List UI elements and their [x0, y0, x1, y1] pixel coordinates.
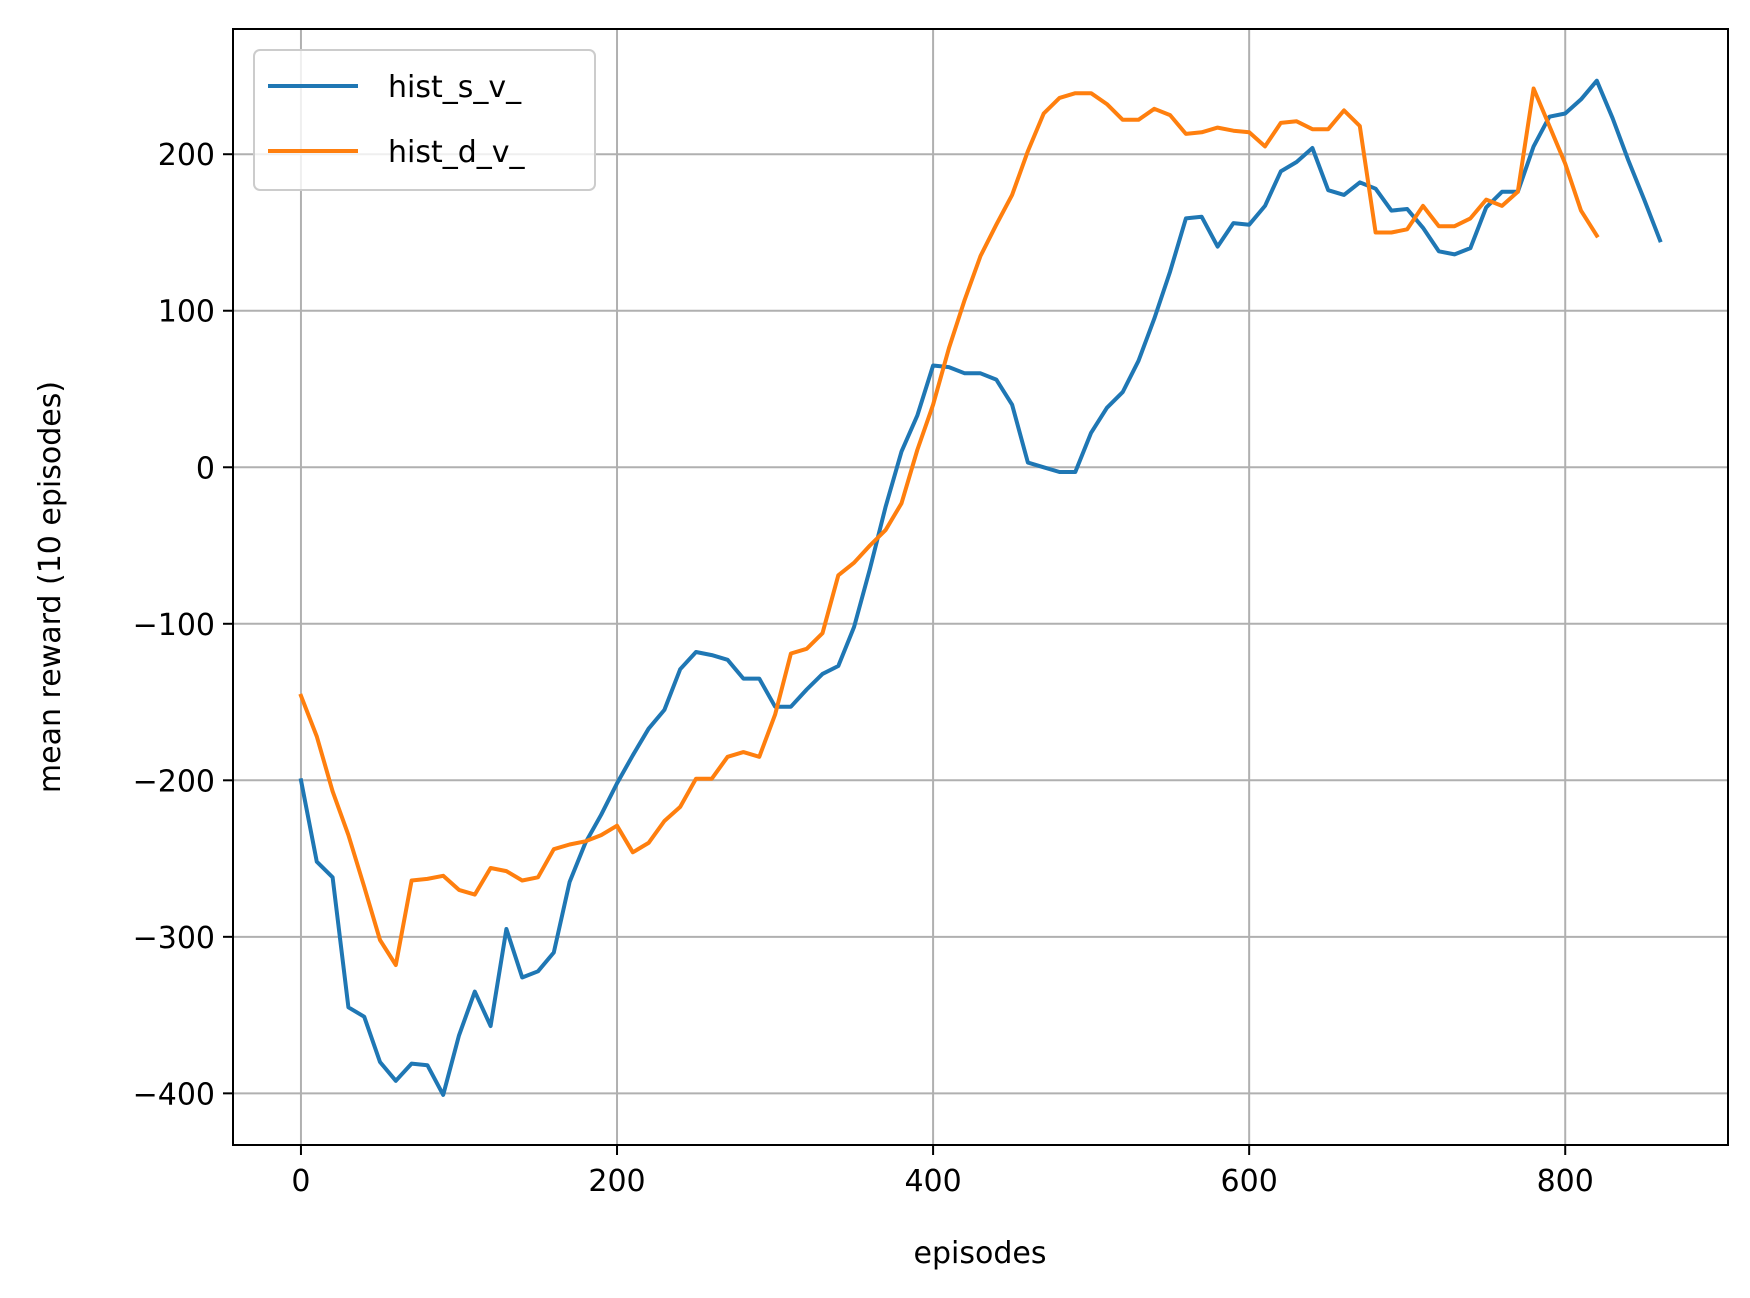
- y-tick-label: 0: [196, 451, 215, 486]
- legend-label-hist-d-v: hist_d_v_: [388, 135, 526, 170]
- x-tick-label: 800: [1537, 1164, 1594, 1199]
- axis-ticks: 0 200 400 600 800 −400 −300 −200 −100 0 100 200: [133, 138, 1594, 1199]
- y-tick-label: −100: [133, 608, 215, 643]
- x-axis-label: episodes: [914, 1236, 1047, 1271]
- y-tick-label: 200: [158, 138, 215, 173]
- series-lines: [298, 78, 1663, 1097]
- legend: hist_s_v_ hist_d_v_: [253, 49, 596, 191]
- x-tick-label: 400: [904, 1164, 961, 1199]
- y-tick-label: −300: [133, 921, 215, 956]
- plot-frame: [232, 28, 1729, 1146]
- y-tick-label: 100: [158, 295, 215, 330]
- y-tick-label: −400: [133, 1077, 215, 1112]
- y-tick-label: −200: [133, 764, 215, 799]
- y-axis-label: mean reward (10 episodes): [33, 381, 68, 793]
- x-tick-label: 200: [588, 1164, 645, 1199]
- x-tick-label: 600: [1221, 1164, 1278, 1199]
- legend-label-hist-s-v: hist_s_v_: [388, 70, 522, 105]
- x-tick-label: 0: [291, 1164, 310, 1199]
- series-line-hist-d-v: [298, 86, 1600, 967]
- series-line-hist-s-v: [298, 78, 1663, 1097]
